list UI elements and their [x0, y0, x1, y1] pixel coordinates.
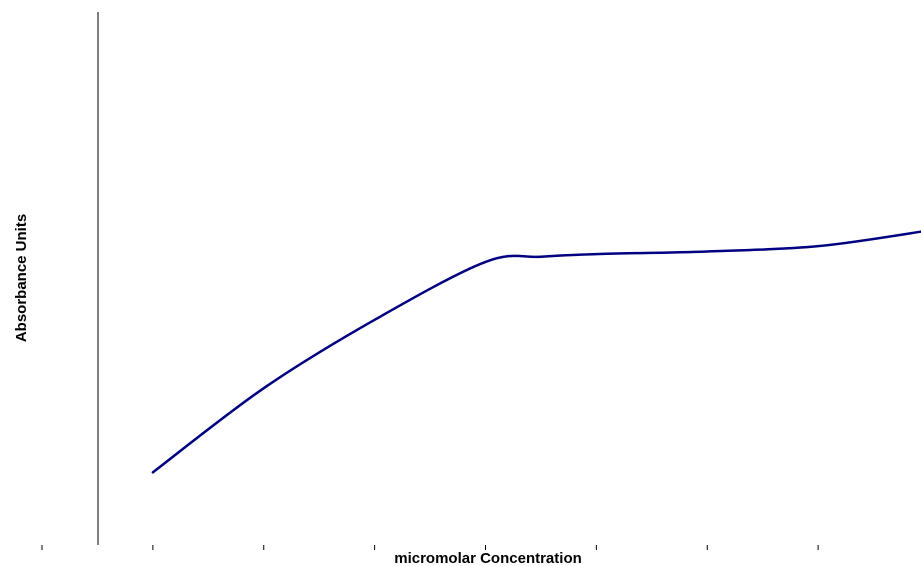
x-axis-ticks [41, 545, 819, 550]
series-line [151, 230, 921, 474]
x-axis-title: micromolar Concentration [394, 550, 582, 566]
y-axis-title: Absorbance Units [13, 214, 30, 342]
